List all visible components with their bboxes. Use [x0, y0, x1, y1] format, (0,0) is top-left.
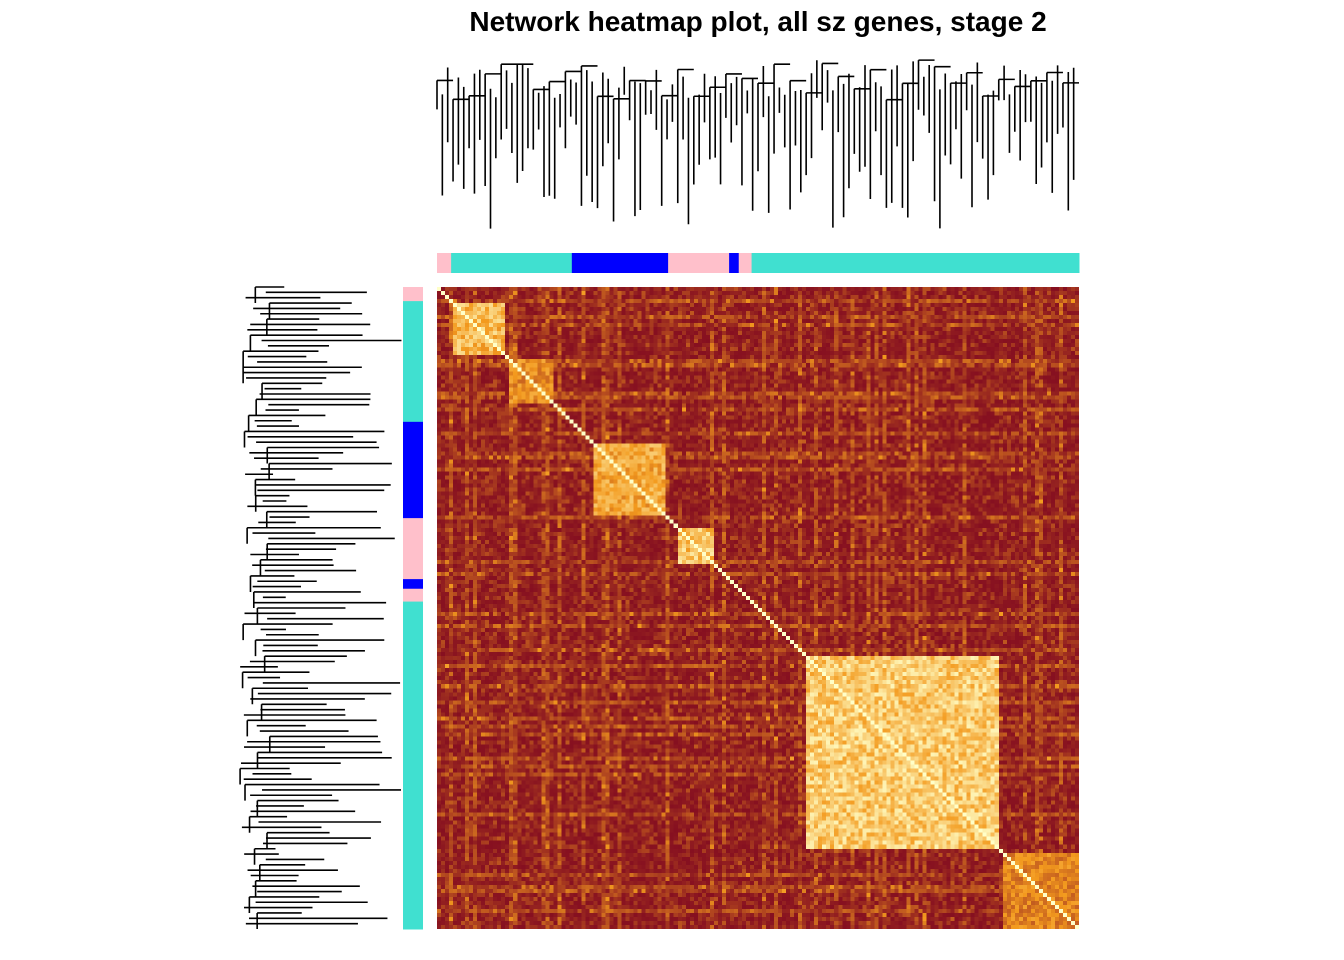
- left-dendrogram-branches: [239, 286, 402, 929]
- module-segment-pink: [437, 253, 452, 273]
- module-segment-pink: [403, 588, 423, 603]
- module-segment-pink: [403, 287, 423, 302]
- left-module-color-bar: [403, 287, 423, 930]
- module-segment-blue: [571, 253, 669, 273]
- module-segment-turquoise: [403, 301, 423, 423]
- module-segment-pink: [738, 253, 753, 273]
- module-segment-turquoise: [403, 601, 423, 930]
- heatmap-matrix: [437, 287, 1079, 929]
- heatmap-image: [437, 287, 1079, 929]
- module-segment-pink: [668, 253, 730, 273]
- module-segment-blue: [403, 579, 423, 590]
- module-segment-turquoise: [751, 253, 1080, 273]
- module-segment-turquoise: [451, 253, 573, 273]
- module-segment-blue: [403, 421, 423, 519]
- top-dendrogram-branches: [436, 59, 1079, 229]
- module-segment-pink: [403, 518, 423, 580]
- plot-title: Network heatmap plot, all sz genes, stag…: [469, 6, 1047, 37]
- left-dendrogram: [239, 286, 402, 929]
- top-module-color-bar: [437, 253, 1080, 273]
- module-segment-blue: [729, 253, 740, 273]
- top-dendrogram: [436, 59, 1079, 229]
